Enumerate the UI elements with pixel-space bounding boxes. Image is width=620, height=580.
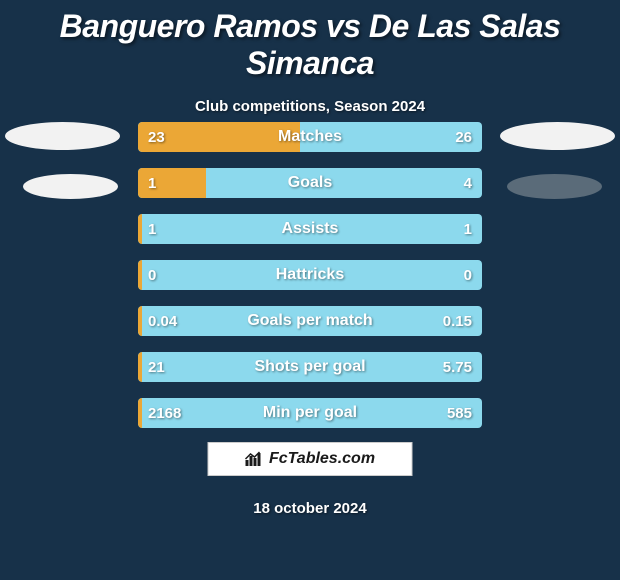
stat-value-right: 5.75	[443, 352, 472, 382]
date-label: 18 october 2024	[0, 500, 620, 517]
stat-row: 2168Min per goal585	[138, 398, 482, 428]
page-subtitle: Club competitions, Season 2024	[0, 98, 620, 115]
stat-value-right: 0.15	[443, 306, 472, 336]
stat-row: 0.04Goals per match0.15	[138, 306, 482, 336]
stat-label: Matches	[138, 122, 482, 152]
stat-row: 23Matches26	[138, 122, 482, 152]
stat-label: Shots per goal	[138, 352, 482, 382]
stat-value-right: 1	[464, 214, 472, 244]
stat-row: 1Goals4	[138, 168, 482, 198]
stat-value-right: 0	[464, 260, 472, 290]
player1-badge-shape-bottom	[23, 174, 118, 199]
stat-label: Hattricks	[138, 260, 482, 290]
stats-bars: 23Matches261Goals41Assists10Hattricks00.…	[138, 122, 482, 444]
stat-value-right: 26	[455, 122, 472, 152]
stat-value-right: 4	[464, 168, 472, 198]
source-label: FcTables.com	[269, 450, 375, 468]
stat-row: 0Hattricks0	[138, 260, 482, 290]
stat-label: Min per goal	[138, 398, 482, 428]
player2-badge-shape-top	[500, 122, 615, 150]
stat-row: 21Shots per goal5.75	[138, 352, 482, 382]
stat-label: Assists	[138, 214, 482, 244]
source-badge: FcTables.com	[208, 442, 413, 476]
stat-label: Goals	[138, 168, 482, 198]
page-title: Banguero Ramos vs De Las Salas Simanca	[0, 0, 620, 82]
stat-value-right: 585	[447, 398, 472, 428]
stat-row: 1Assists1	[138, 214, 482, 244]
player1-badge-shape-top	[5, 122, 120, 150]
player2-badge-shape-bottom	[507, 174, 602, 199]
stat-label: Goals per match	[138, 306, 482, 336]
chart-icon	[245, 451, 263, 467]
